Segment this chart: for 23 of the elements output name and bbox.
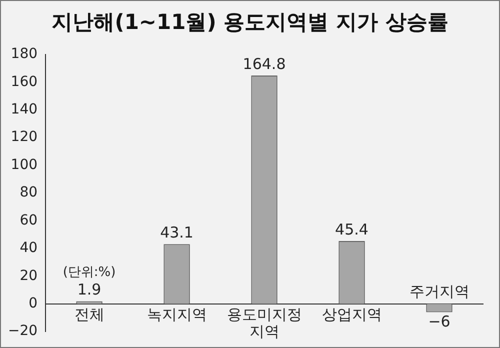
x-tick-label: 상업지역 (322, 305, 382, 324)
data-label: 43.1 (160, 224, 194, 242)
y-tick-label: 20 (20, 268, 38, 284)
y-tick-label: 40 (20, 240, 38, 256)
data-label: 1.9 (77, 280, 102, 299)
y-tick-label: −20 (8, 323, 38, 340)
x-tick-label: 전체 (74, 305, 104, 324)
y-tick-label: 120 (10, 129, 38, 146)
data-label: 164.8 (242, 54, 286, 73)
y-tick-label: 100 (10, 156, 38, 173)
y-tick-label: 0 (28, 296, 38, 312)
x-tick-label: 용도미지정 지역 (226, 305, 302, 340)
data-label: 45.4 (335, 220, 368, 238)
y-tick-label: 180 (10, 46, 38, 62)
data-label: −6 (428, 312, 450, 331)
x-tick-label: 녹지지역 (146, 305, 207, 324)
y-tick-label: 80 (20, 184, 38, 201)
annotation: (단위:%) (62, 265, 116, 280)
y-tick-label: 160 (10, 74, 38, 90)
x-tick-label: 주거지역 (409, 282, 470, 300)
y-tick-label: 140 (10, 101, 38, 118)
y-tick-label: 60 (20, 212, 38, 228)
chart-title: 지난해(1~11월) 용도지역별 지가 상승률 (50, 9, 450, 36)
